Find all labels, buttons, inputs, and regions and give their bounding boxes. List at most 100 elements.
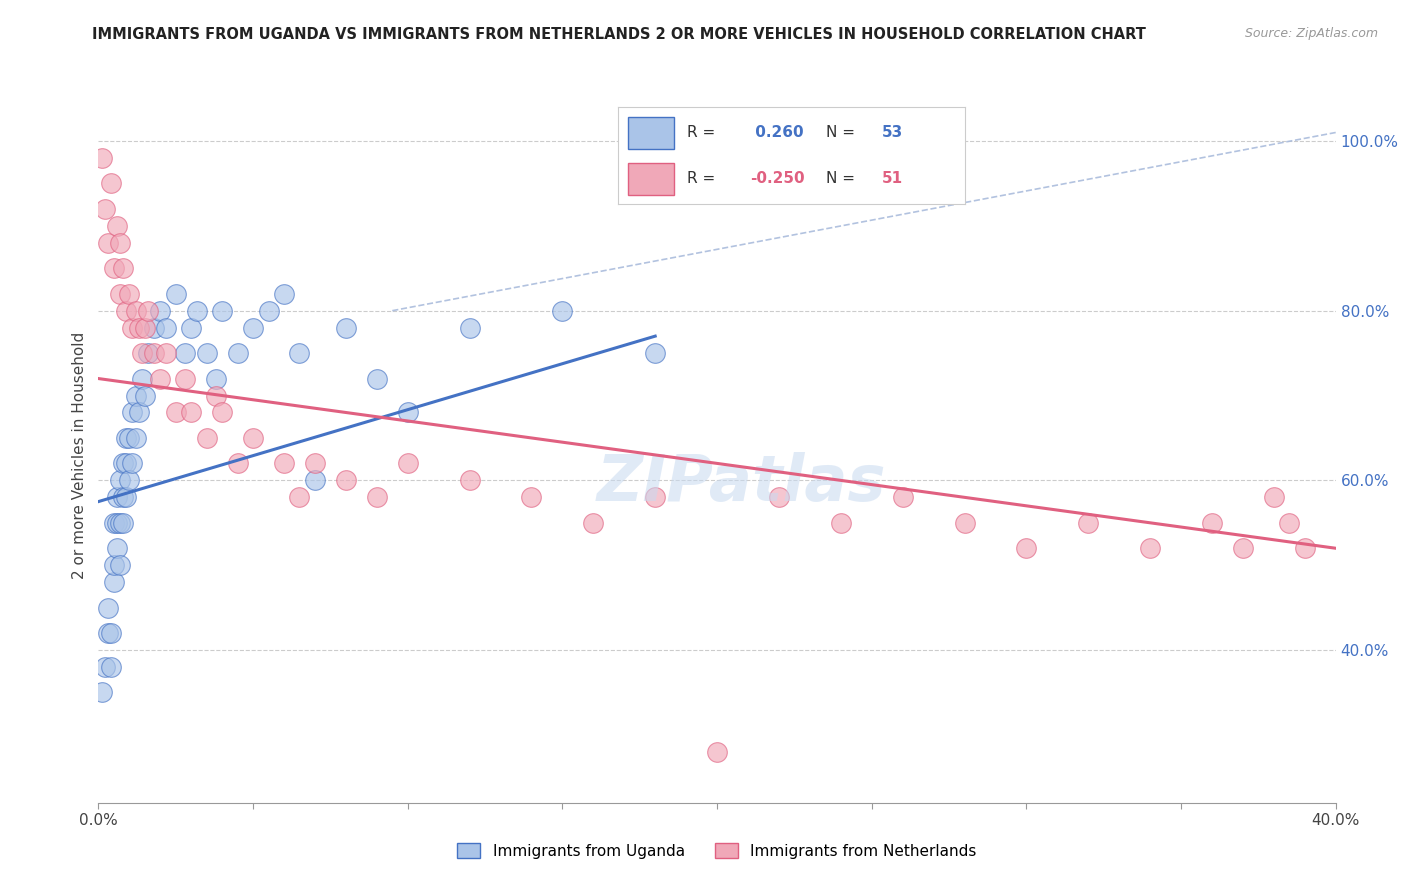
Point: [1263, 491, 1285, 505]
Point: [205, 388, 228, 402]
Point: [105, 516, 128, 530]
Point: [118, 474, 141, 488]
Point: [108, 516, 131, 530]
Point: [165, 286, 187, 301]
Point: [304, 474, 326, 488]
Point: [706, 745, 728, 759]
Point: [134, 320, 156, 334]
Point: [458, 474, 481, 488]
Point: [108, 558, 131, 573]
Point: [953, 516, 976, 530]
Point: [195, 346, 218, 360]
Point: [128, 320, 150, 334]
Point: [174, 346, 197, 360]
Text: R =: R =: [688, 170, 720, 186]
Point: [186, 303, 208, 318]
Point: [830, 516, 852, 530]
Point: [90, 151, 112, 165]
Point: [115, 431, 138, 445]
Point: [108, 235, 131, 250]
Point: [118, 286, 141, 301]
Point: [180, 405, 202, 419]
Point: [136, 346, 159, 360]
Point: [108, 286, 131, 301]
Point: [226, 346, 249, 360]
Point: [143, 320, 166, 334]
Text: Source: ZipAtlas.com: Source: ZipAtlas.com: [1244, 27, 1378, 40]
Point: [1232, 541, 1254, 556]
Point: [174, 371, 197, 385]
Legend: Immigrants from Uganda, Immigrants from Netherlands: Immigrants from Uganda, Immigrants from …: [451, 837, 983, 864]
FancyBboxPatch shape: [628, 162, 673, 194]
Point: [124, 303, 146, 318]
Point: [1294, 541, 1316, 556]
Point: [180, 320, 202, 334]
Point: [891, 491, 914, 505]
Point: [644, 346, 666, 360]
Point: [105, 541, 128, 556]
Point: [288, 346, 311, 360]
Point: [108, 474, 131, 488]
Point: [165, 405, 187, 419]
Point: [100, 660, 122, 674]
Point: [551, 303, 574, 318]
Point: [242, 431, 264, 445]
Point: [644, 491, 666, 505]
Point: [136, 303, 159, 318]
Point: [304, 457, 326, 471]
Text: N =: N =: [825, 125, 860, 140]
Point: [205, 371, 228, 385]
Point: [112, 516, 135, 530]
Point: [335, 320, 357, 334]
Point: [582, 516, 605, 530]
Point: [112, 457, 135, 471]
Point: [97, 626, 120, 640]
Text: 0.260: 0.260: [749, 125, 803, 140]
Point: [124, 431, 146, 445]
FancyBboxPatch shape: [628, 117, 673, 149]
Point: [103, 575, 125, 590]
Point: [273, 286, 295, 301]
Point: [93, 660, 115, 674]
Point: [149, 371, 172, 385]
Text: IMMIGRANTS FROM UGANDA VS IMMIGRANTS FROM NETHERLANDS 2 OR MORE VEHICLES IN HOUS: IMMIGRANTS FROM UGANDA VS IMMIGRANTS FRO…: [91, 27, 1146, 42]
Point: [1077, 516, 1099, 530]
Point: [90, 685, 112, 699]
Point: [103, 558, 125, 573]
Point: [121, 405, 143, 419]
Point: [257, 303, 280, 318]
Text: R =: R =: [688, 125, 720, 140]
Point: [335, 474, 357, 488]
Point: [366, 491, 388, 505]
Point: [100, 177, 122, 191]
Point: [366, 371, 388, 385]
Point: [97, 600, 120, 615]
Point: [226, 457, 249, 471]
Point: [396, 457, 419, 471]
Point: [115, 303, 138, 318]
Y-axis label: 2 or more Vehicles in Household: 2 or more Vehicles in Household: [72, 331, 87, 579]
Point: [768, 491, 790, 505]
Point: [288, 491, 311, 505]
Point: [1201, 516, 1223, 530]
Point: [1139, 541, 1161, 556]
Point: [93, 202, 115, 216]
Point: [134, 388, 156, 402]
Point: [458, 320, 481, 334]
Point: [211, 405, 233, 419]
Text: N =: N =: [825, 170, 860, 186]
Point: [112, 491, 135, 505]
Point: [115, 491, 138, 505]
Point: [121, 457, 143, 471]
Point: [211, 303, 233, 318]
Point: [128, 405, 150, 419]
Point: [149, 303, 172, 318]
Point: [242, 320, 264, 334]
Point: [131, 346, 153, 360]
Point: [118, 431, 141, 445]
Point: [195, 431, 218, 445]
Point: [131, 371, 153, 385]
Point: [396, 405, 419, 419]
Point: [105, 491, 128, 505]
Point: [105, 219, 128, 233]
